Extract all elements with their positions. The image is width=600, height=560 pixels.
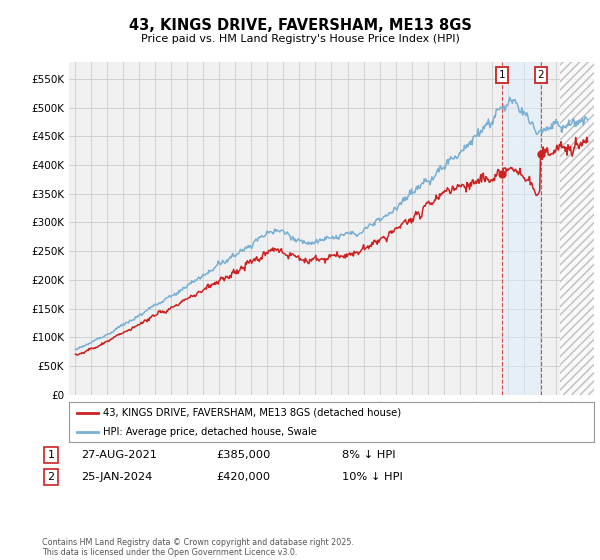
Text: HPI: Average price, detached house, Swale: HPI: Average price, detached house, Swal… [103,427,317,436]
Text: 10% ↓ HPI: 10% ↓ HPI [342,472,403,482]
Text: 27-AUG-2021: 27-AUG-2021 [81,450,157,460]
Bar [502,62,541,395]
Text: 43, KINGS DRIVE, FAVERSHAM, ME13 8GS: 43, KINGS DRIVE, FAVERSHAM, ME13 8GS [128,18,472,33]
Text: £385,000: £385,000 [216,450,271,460]
Text: Price paid vs. HM Land Registry's House Price Index (HPI): Price paid vs. HM Land Registry's House … [140,34,460,44]
Text: £420,000: £420,000 [216,472,270,482]
Text: Contains HM Land Registry data © Crown copyright and database right 2025.
This d: Contains HM Land Registry data © Crown c… [42,538,354,557]
Bar [560,62,600,395]
Text: 2: 2 [47,472,55,482]
Text: 2: 2 [538,70,544,80]
Text: 8% ↓ HPI: 8% ↓ HPI [342,450,395,460]
Text: 43, KINGS DRIVE, FAVERSHAM, ME13 8GS (detached house): 43, KINGS DRIVE, FAVERSHAM, ME13 8GS (de… [103,408,401,418]
Text: 1: 1 [499,70,505,80]
Text: 25-JAN-2024: 25-JAN-2024 [81,472,152,482]
Bar [560,62,600,395]
Text: 1: 1 [47,450,55,460]
